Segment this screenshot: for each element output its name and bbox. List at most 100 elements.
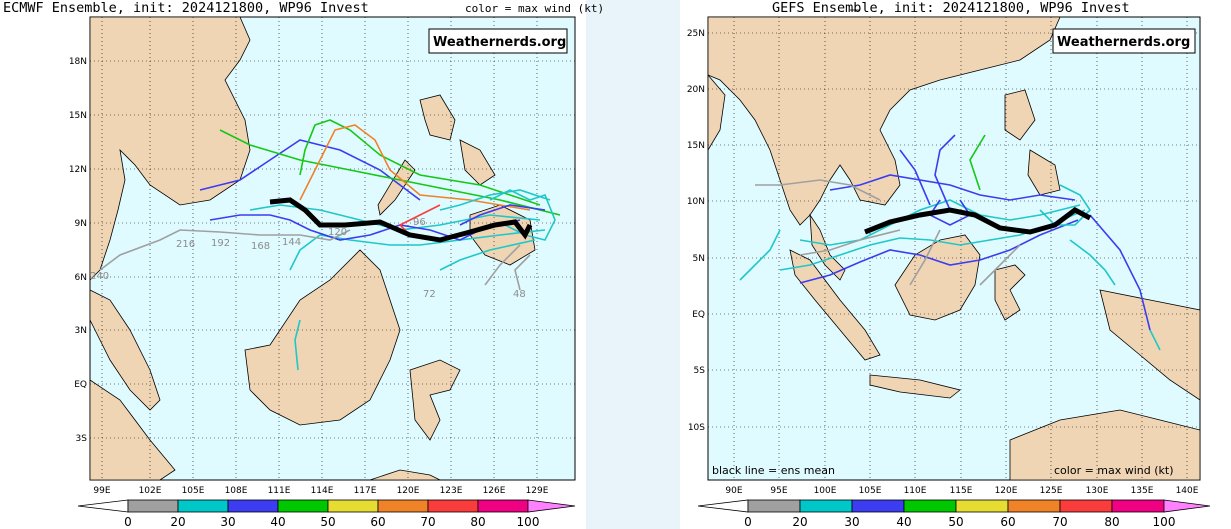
ecmwf-track	[514, 254, 531, 291]
ecmwf-map-svg: 216 192 168 144 120 96 72 48 240 Weather…	[69, 16, 576, 529]
gefs-track	[1089, 214, 1151, 331]
colorbar-tick: 80	[470, 515, 485, 529]
lat-label: 5S	[694, 366, 706, 376]
lat-label: 3N	[75, 326, 87, 336]
gefs-track	[1069, 239, 1116, 286]
colorbar-segment	[799, 499, 853, 513]
colorbar-segment	[697, 499, 749, 513]
lon-label: 105E	[859, 486, 882, 496]
ecmwf-title: ECMWF Ensemble, init: 2024121800, WP96 I…	[3, 0, 369, 16]
colorbar-segment	[903, 499, 957, 513]
lon-label: 126E	[483, 486, 506, 496]
colorbar-segment	[477, 499, 529, 513]
colorbar-segment	[1163, 499, 1211, 513]
gefs-colorbar-ticks: 0 20 30 40 50 60 70 80 100	[744, 515, 1175, 529]
ecmwf-track	[459, 204, 546, 226]
gefs-track	[909, 229, 941, 286]
lon-label: 108E	[225, 486, 248, 496]
hour-label: 96	[413, 217, 426, 228]
gefs-track	[799, 229, 901, 256]
hour-label: 192	[211, 238, 230, 249]
ecmwf-lon-labels: 99E 102E 105E 108E 111E 114E 117E 120E 1…	[93, 486, 548, 496]
lon-label: 120E	[397, 486, 420, 496]
lat-label: 6N	[75, 273, 87, 283]
gefs-ensemble-tracks	[739, 134, 1161, 351]
lon-label: 135E	[1131, 486, 1154, 496]
lon-label: 114E	[311, 486, 334, 496]
ecmwf-watermark-box	[428, 28, 568, 54]
lat-label: 20N	[687, 85, 705, 95]
lon-label: 120E	[995, 486, 1018, 496]
gefs-land	[707, 9, 1201, 481]
gefs-mean-note: black line = ens mean	[712, 464, 835, 477]
colorbar-tick: 20	[792, 515, 807, 529]
gefs-color-note: color = max wind (kt)	[1054, 464, 1174, 477]
hour-label: 240	[90, 271, 109, 282]
ecmwf-track	[294, 319, 301, 371]
lon-label: 125E	[1040, 486, 1063, 496]
gefs-track	[755, 179, 881, 201]
colorbar-segment	[1059, 499, 1113, 513]
lat-label: 15N	[69, 111, 87, 121]
background-gap	[586, 0, 680, 529]
gefs-track	[1039, 184, 1092, 226]
colorbar-segment	[955, 499, 1009, 513]
gefs-track	[979, 244, 1021, 286]
colorbar-segment	[1007, 499, 1061, 513]
lon-label: 110E	[904, 486, 927, 496]
gefs-colorbar	[697, 499, 1211, 513]
gefs-track	[969, 134, 986, 191]
lon-label: 117E	[354, 486, 377, 496]
colorbar-tick: 60	[370, 515, 385, 529]
lat-label: 10N	[687, 197, 705, 207]
lat-label: EQ	[692, 310, 705, 320]
lon-label: 140E	[1176, 486, 1199, 496]
gefs-track	[799, 199, 1081, 246]
lon-label: 111E	[268, 486, 291, 496]
colorbar-segment	[1111, 499, 1165, 513]
colorbar-segment	[277, 499, 329, 513]
colorbar-segment	[427, 499, 479, 513]
colorbar-tick: 40	[270, 515, 285, 529]
colorbar-segment	[227, 499, 279, 513]
colorbar-tick: 60	[1000, 515, 1015, 529]
colorbar-tick: 50	[948, 515, 963, 529]
ecmwf-hour-labels: 216 192 168 144 120 96 72 48 240	[90, 217, 526, 300]
colorbar-tick: 0	[124, 515, 132, 529]
colorbar-tick: 70	[1052, 515, 1067, 529]
hour-label: 120	[328, 227, 347, 238]
colorbar-tick: 30	[844, 515, 859, 529]
colorbar-segment	[851, 499, 905, 513]
colorbar-segment	[747, 499, 801, 513]
lat-label: 5N	[693, 254, 705, 264]
hour-label: 48	[513, 289, 526, 300]
lon-label: 115E	[950, 486, 973, 496]
gefs-lon-labels: 90E 95E 100E 105E 110E 115E 120E 125E 13…	[725, 486, 1198, 496]
colorbar-tick: 100	[517, 515, 540, 529]
lon-label: 90E	[725, 486, 742, 496]
gefs-track	[934, 134, 956, 211]
lon-label: 130E	[1086, 486, 1109, 496]
ecmwf-track	[199, 139, 421, 201]
colorbar-segment	[177, 499, 229, 513]
gefs-panel: GEFS Ensemble, init: 2024121800, WP96 In…	[680, 0, 1231, 529]
colorbar-tick: 40	[896, 515, 911, 529]
lat-label: 15N	[687, 141, 705, 151]
hour-label: 144	[282, 237, 301, 248]
hour-label: 168	[251, 241, 270, 252]
colorbar-tick: 30	[220, 515, 235, 529]
ecmwf-ensemble-mean	[269, 197, 533, 243]
colorbar-segment	[327, 499, 379, 513]
ecmwf-watermark: Weathernerds.org	[433, 35, 566, 50]
gefs-track	[799, 219, 1079, 284]
colorbar-tick: 80	[1104, 515, 1119, 529]
ecmwf-track	[299, 119, 541, 206]
lat-label: 3S	[76, 434, 88, 444]
ecmwf-ensemble-tracks	[99, 119, 561, 371]
ecmwf-track	[209, 214, 521, 241]
colorbar-segment	[77, 499, 129, 513]
ecmwf-track	[439, 189, 551, 211]
gefs-track	[899, 149, 931, 206]
lat-label: 18N	[69, 57, 87, 67]
gefs-title: GEFS Ensemble, init: 2024121800, WP96 In…	[772, 0, 1130, 16]
